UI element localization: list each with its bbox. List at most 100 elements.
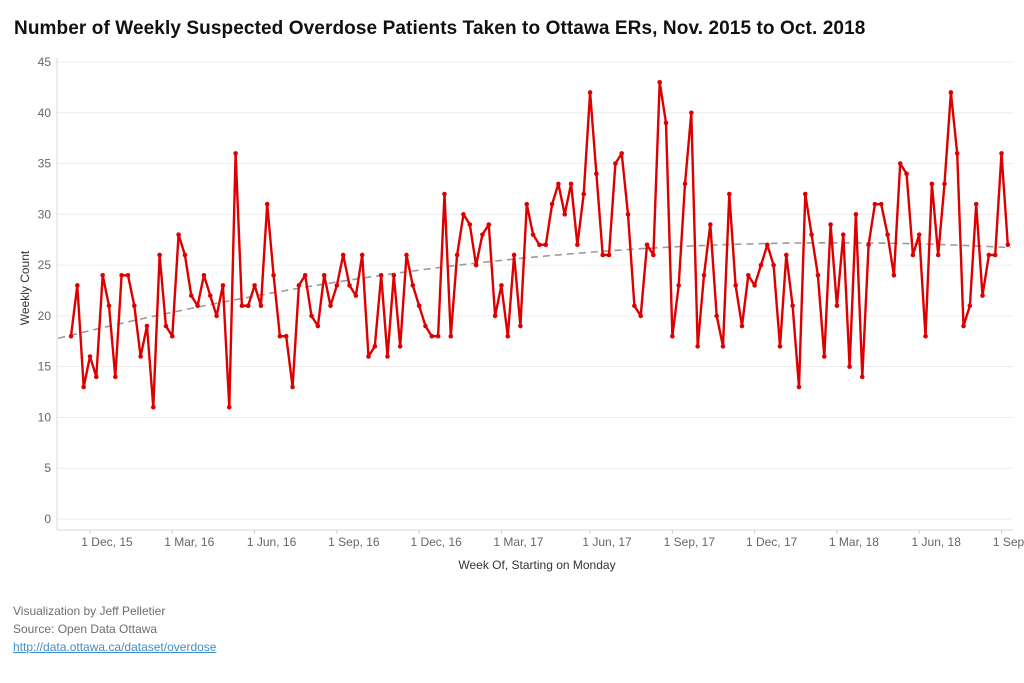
data-point: [815, 272, 821, 278]
data-point: [758, 262, 764, 268]
data-point: [935, 252, 941, 258]
data-point: [783, 252, 789, 258]
data-point: [410, 283, 416, 288]
data-point: [264, 201, 270, 207]
data-point: [638, 313, 643, 319]
data-point: [866, 242, 871, 248]
data-point: [746, 272, 751, 278]
data-point: [258, 303, 264, 309]
data-point: [499, 283, 504, 288]
data-point: [391, 272, 397, 278]
data-point: [347, 283, 352, 288]
data-point: [226, 404, 232, 410]
data-point: [378, 272, 384, 278]
data-point: [581, 191, 587, 197]
data-point: [695, 344, 700, 349]
data-point: [992, 252, 998, 258]
data-point: [663, 120, 669, 126]
data-point: [999, 151, 1004, 156]
data-point: [271, 272, 276, 278]
data-point: [720, 344, 726, 349]
y-tick-label: 45: [38, 55, 52, 69]
data-point: [113, 374, 118, 380]
data-point: [315, 323, 321, 329]
data-point: [651, 252, 656, 258]
data-point: [328, 303, 333, 309]
data-point: [125, 272, 131, 278]
y-axis-label: Weekly Count: [18, 250, 32, 325]
data-point: [828, 222, 833, 227]
data-point: [486, 222, 492, 227]
data-point: [359, 252, 365, 258]
data-point: [885, 232, 890, 237]
data-point: [334, 283, 340, 288]
data-point: [442, 191, 447, 197]
data-point: [169, 333, 175, 339]
data-point: [321, 272, 327, 278]
data-point: [942, 181, 947, 187]
data-point: [214, 313, 219, 319]
y-tick-label: 10: [38, 410, 52, 424]
data-point: [473, 262, 479, 268]
data-point: [929, 181, 935, 187]
data-point: [467, 222, 473, 227]
data-point: [676, 283, 681, 288]
data-point: [176, 232, 181, 237]
data-point: [94, 374, 99, 380]
data-point: [277, 333, 283, 339]
data-point: [454, 252, 460, 258]
data-point: [132, 303, 137, 309]
x-tick-label: 1 Jun, 16: [247, 535, 297, 549]
data-point: [138, 354, 143, 359]
data-point: [100, 272, 105, 278]
data-point: [549, 201, 555, 207]
data-point: [878, 201, 884, 207]
y-tick-label: 15: [38, 360, 52, 374]
data-point: [416, 303, 422, 309]
data-point: [948, 90, 954, 95]
data-point: [1005, 242, 1011, 248]
data-point: [777, 344, 783, 349]
y-tick-label: 35: [38, 157, 52, 171]
data-point: [840, 232, 846, 237]
data-point: [897, 161, 903, 166]
data-point: [429, 333, 435, 339]
data-point: [708, 222, 713, 227]
data-point: [809, 232, 814, 237]
source-link[interactable]: http://data.ottawa.ca/dataset/overdose: [13, 640, 217, 654]
data-point: [556, 181, 561, 187]
data-point: [765, 242, 770, 248]
data-point: [872, 201, 878, 207]
data-point: [625, 212, 631, 217]
data-point: [340, 252, 346, 258]
y-tick-label: 5: [44, 461, 51, 475]
data-point: [195, 303, 200, 309]
data-point: [657, 80, 662, 85]
data-point: [714, 313, 719, 319]
data-point: [587, 90, 593, 95]
data-point: [973, 201, 979, 207]
data-point: [821, 354, 827, 359]
x-axis-label: Week Of, Starting on Monday: [458, 558, 615, 572]
data-point: [575, 242, 580, 248]
data-point: [283, 333, 289, 339]
data-point: [986, 252, 992, 258]
data-point: [252, 283, 257, 288]
data-point: [75, 283, 80, 288]
data-point: [853, 212, 859, 217]
data-point: [461, 212, 466, 217]
data-point: [353, 293, 359, 298]
data-point: [239, 303, 245, 309]
data-point: [296, 283, 302, 288]
x-tick-label: 1 Dec, 15: [81, 535, 133, 549]
data-point: [537, 242, 542, 248]
data-point: [632, 303, 637, 309]
data-point: [530, 232, 536, 237]
x-tick-label: 1 Sep, 17: [664, 535, 716, 549]
data-point: [188, 293, 194, 298]
y-tick-label: 30: [38, 207, 52, 221]
data-point: [739, 323, 745, 329]
data-point: [644, 242, 650, 248]
data-point: [435, 333, 441, 339]
y-tick-label: 0: [44, 512, 51, 526]
